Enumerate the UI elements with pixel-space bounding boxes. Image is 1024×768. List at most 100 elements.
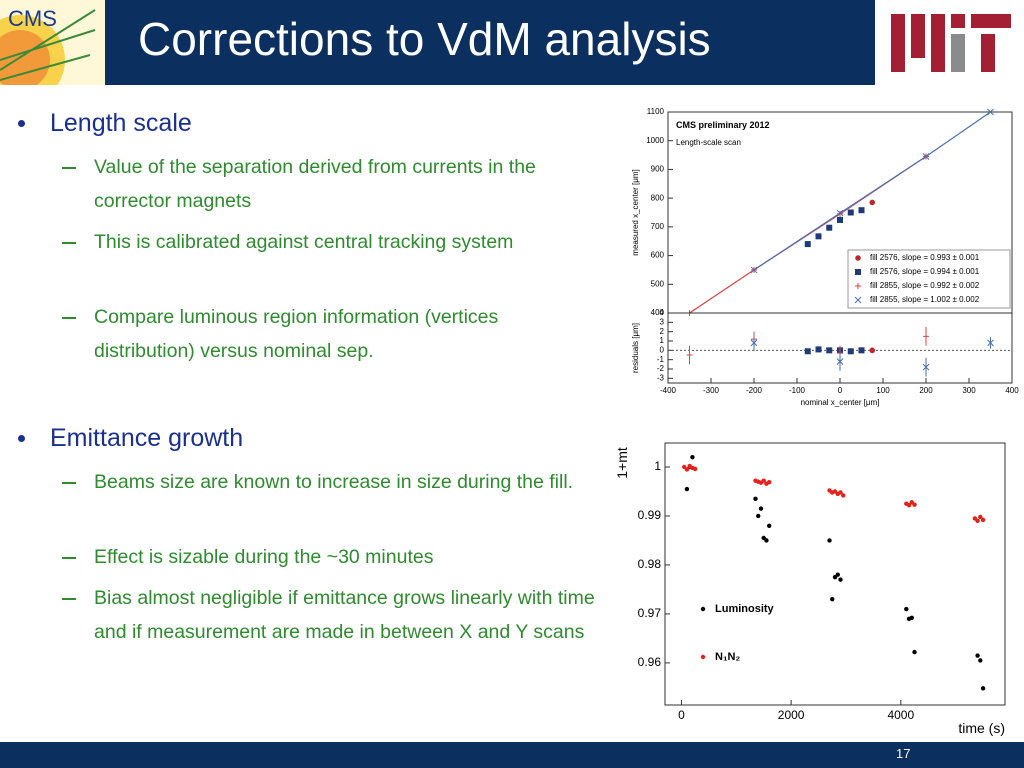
sub-bullet: Compare luminous region information (ver…: [94, 306, 499, 362]
point: [826, 224, 833, 231]
point: [830, 597, 835, 602]
y-tick-label: 600: [651, 251, 665, 260]
y-tick-label: 1: [654, 459, 661, 473]
plot-frame: [664, 442, 1006, 706]
title-bar: [105, 0, 875, 85]
y-tick-label: 0.99: [638, 508, 662, 522]
point: [922, 153, 930, 160]
x-tick-label: -300: [703, 386, 720, 395]
point: [815, 346, 822, 353]
point: [923, 333, 929, 340]
point: [858, 207, 865, 214]
legend-marker: [855, 283, 861, 289]
bullet-dot: [18, 435, 25, 442]
legend-marker: [700, 654, 706, 660]
legend-label: fill 2576, slope = 0.994 ± 0.001: [870, 267, 980, 276]
footer-bar: [0, 742, 1024, 768]
logo-text: CMS: [8, 6, 57, 31]
mit-logo: [875, 0, 1024, 85]
point: [904, 606, 909, 612]
y-tick-label: 1100: [647, 107, 665, 116]
point: [922, 363, 930, 371]
point: [686, 352, 693, 358]
point: [909, 615, 914, 621]
point: [804, 348, 811, 355]
bullet: Length scale: [50, 109, 192, 137]
point: [761, 478, 766, 483]
legend-marker: [855, 269, 861, 275]
page-number: 17: [896, 746, 911, 761]
sub-bullet-dash: [62, 242, 76, 244]
fit-line: [753, 111, 991, 271]
point: [756, 513, 761, 519]
point: [758, 506, 764, 511]
y-tick-label: 800: [651, 193, 665, 202]
y-tick-label: 0: [660, 345, 665, 354]
point: [837, 216, 843, 223]
point: [815, 233, 822, 240]
point: [858, 347, 865, 354]
point: [869, 199, 876, 206]
y-tick-label: 2: [660, 327, 665, 336]
y-axis-label: 1+mt: [614, 447, 630, 479]
y-tick-label: -1: [657, 355, 665, 364]
legend-label: Luminosity: [715, 603, 775, 615]
sub-bullet-dash: [62, 557, 76, 559]
point: [684, 467, 690, 472]
x-tick-label: 2000: [778, 708, 805, 722]
point: [906, 502, 912, 508]
legend-label: N₁N₂: [715, 651, 740, 663]
point: [690, 455, 695, 460]
sub-bullet: Beams size are known to increase in size…: [94, 471, 574, 493]
point: [836, 209, 844, 217]
point: [912, 649, 917, 655]
point: [978, 658, 983, 663]
point: [987, 108, 994, 116]
point: [836, 358, 844, 365]
point: [692, 466, 698, 472]
y-tick-label: 0.98: [638, 557, 662, 571]
sub-bullet-dash: [62, 598, 76, 600]
x-tick-label: 0: [838, 386, 843, 395]
bullet-dot: [18, 120, 25, 127]
legend-marker: [854, 296, 862, 304]
x-tick-label: 200: [919, 386, 933, 395]
sub-bullet-dash: [62, 317, 76, 319]
point: [753, 496, 758, 502]
sub-bullet-dash: [62, 167, 76, 169]
point: [841, 493, 846, 498]
sub-bullet: Bias almost negligible if emittance grow…: [94, 587, 595, 643]
point: [766, 523, 772, 528]
x-axis-label: time (s): [958, 720, 1005, 736]
point: [987, 339, 994, 347]
y-tick-label: 0.97: [638, 606, 662, 620]
y-tick-label: 3: [660, 317, 665, 326]
sub-bullet: Effect is sizable during the ~30 minutes: [94, 546, 434, 568]
mit-logo-art: [891, 14, 1011, 72]
legend-label: fill 2855, slope = 0.992 ± 0.002: [870, 281, 980, 290]
x-tick-label: 300: [962, 386, 976, 395]
x-tick-label: -400: [660, 386, 677, 395]
point: [975, 653, 980, 658]
point: [835, 572, 840, 577]
legend-label: fill 2855, slope = 1.002 ± 0.002: [870, 295, 980, 304]
point: [980, 517, 986, 523]
sub-bullet-dash: [62, 482, 76, 484]
point: [980, 686, 986, 691]
slide-title: Corrections to VdM analysis: [138, 13, 711, 65]
x-tick-label: 0: [678, 708, 685, 722]
point: [684, 486, 690, 492]
sub-bullet: Value of the separation derived from cur…: [94, 156, 536, 212]
chart-subtitle: Length-scale scan: [676, 138, 741, 147]
y-tick-label: 1000: [646, 136, 664, 145]
legend-box: [847, 249, 1011, 309]
legend-marker: [855, 255, 861, 261]
point: [975, 518, 980, 524]
cms-logo: CMS: [0, 0, 105, 85]
point: [978, 514, 983, 520]
cms-logo-art: CMS: [0, 6, 96, 85]
y-tick-label: 700: [651, 222, 665, 231]
point: [847, 348, 854, 355]
